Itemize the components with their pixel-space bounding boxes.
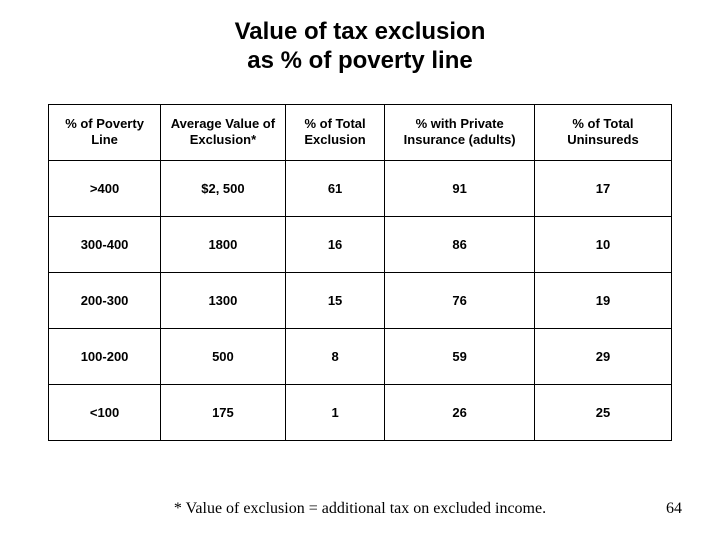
- footnote: * Value of exclusion = additional tax on…: [0, 500, 720, 518]
- table-header-row: % of Poverty Line Average Value of Exclu…: [49, 104, 672, 160]
- cell: 29: [534, 328, 671, 384]
- cell: 15: [285, 272, 385, 328]
- title-line-1: Value of tax exclusion: [235, 18, 486, 45]
- cell: 10: [534, 216, 671, 272]
- cell: 61: [285, 160, 385, 216]
- table-row: 300-400 1800 16 86 10: [49, 216, 672, 272]
- cell: 175: [161, 384, 286, 440]
- cell: 300-400: [49, 216, 161, 272]
- cell: 100-200: [49, 328, 161, 384]
- table-container: % of Poverty Line Average Value of Exclu…: [0, 104, 720, 441]
- cell: >400: [49, 160, 161, 216]
- cell: 19: [534, 272, 671, 328]
- col-header: % with Private Insurance (adults): [385, 104, 535, 160]
- cell: 86: [385, 216, 535, 272]
- cell: 200-300: [49, 272, 161, 328]
- table-row: >400 $2, 500 61 91 17: [49, 160, 672, 216]
- table-row: 200-300 1300 15 76 19: [49, 272, 672, 328]
- cell: 16: [285, 216, 385, 272]
- col-header: % of Total Exclusion: [285, 104, 385, 160]
- cell: 91: [385, 160, 535, 216]
- page-number: 64: [666, 500, 682, 518]
- col-header: Average Value of Exclusion*: [161, 104, 286, 160]
- cell: 59: [385, 328, 535, 384]
- cell: 8: [285, 328, 385, 384]
- cell: 1800: [161, 216, 286, 272]
- cell: 25: [534, 384, 671, 440]
- table-row: 100-200 500 8 59 29: [49, 328, 672, 384]
- col-header: % of Total Uninsureds: [534, 104, 671, 160]
- slide-title: Value of tax exclusion as % of poverty l…: [0, 0, 720, 104]
- cell: 17: [534, 160, 671, 216]
- cell: 1: [285, 384, 385, 440]
- cell: 26: [385, 384, 535, 440]
- cell: 1300: [161, 272, 286, 328]
- table-row: <100 175 1 26 25: [49, 384, 672, 440]
- cell: 500: [161, 328, 286, 384]
- cell: 76: [385, 272, 535, 328]
- col-header: % of Poverty Line: [49, 104, 161, 160]
- title-line-2: as % of poverty line: [247, 47, 472, 74]
- data-table: % of Poverty Line Average Value of Exclu…: [48, 104, 672, 441]
- cell: <100: [49, 384, 161, 440]
- cell: $2, 500: [161, 160, 286, 216]
